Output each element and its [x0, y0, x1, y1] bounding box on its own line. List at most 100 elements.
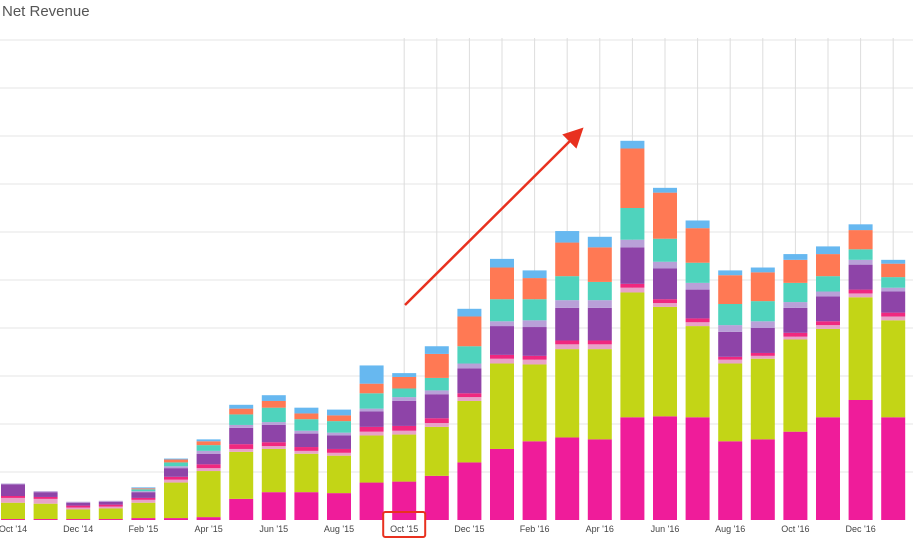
- bar-segment-purple: [555, 307, 580, 341]
- bar-segment-coral: [653, 192, 677, 239]
- bar-segment-yellow-green: [294, 453, 319, 493]
- x-tick-label: Jun '15: [259, 524, 288, 534]
- bar-segment-teal: [359, 393, 384, 409]
- bar-segment-yellow-green: [881, 320, 906, 418]
- bar-segment-red-pink: [490, 354, 514, 359]
- bar-segment-mauve: [392, 430, 417, 435]
- bar-segment-sky-blue: [490, 258, 514, 268]
- x-tick-label: Dec '15: [454, 524, 484, 534]
- bar-segment-purple: [881, 291, 906, 313]
- bar-segment-purple: [522, 327, 547, 356]
- bar-segment-mauve: [881, 316, 906, 321]
- bar-segment-light-purple: [66, 501, 91, 503]
- bar-segment-teal: [196, 445, 221, 451]
- bar-segment-pink: [685, 417, 710, 520]
- bar-segment-yellow-green: [750, 358, 775, 440]
- bar-segment-teal: [816, 276, 840, 292]
- bar-segment-coral: [490, 267, 514, 300]
- bar-segment-yellow-green: [783, 339, 808, 432]
- bar-segment-yellow-green: [587, 349, 612, 440]
- bar-segment-coral: [522, 278, 547, 300]
- bar-segment-purple: [131, 492, 156, 498]
- bar-segment-pink: [555, 437, 580, 520]
- bar-segment-teal: [229, 414, 254, 425]
- bar-segment-light-purple: [620, 239, 645, 248]
- bar-segment-sky-blue: [783, 254, 808, 260]
- bar-segment-yellow-green: [392, 434, 417, 482]
- bar-segment-red-pink: [33, 496, 58, 499]
- bar-segment-teal: [164, 462, 188, 467]
- bar-segment-teal: [881, 277, 906, 288]
- bar-segment-red-pink: [881, 312, 906, 317]
- bar-segment-teal: [750, 301, 775, 322]
- bar-segment-light-purple: [327, 432, 351, 436]
- bar-segment-teal: [457, 346, 482, 364]
- bar-segment-teal: [783, 282, 808, 303]
- bar-segment-red-pink: [196, 464, 221, 469]
- bar-segment-red-pink: [620, 283, 645, 288]
- bar-segment-mauve: [164, 479, 188, 483]
- bar-segment-pink: [816, 417, 840, 520]
- bar-segment-light-purple: [359, 408, 384, 412]
- bar-segment-light-purple: [718, 325, 743, 332]
- bar-segment-yellow-green: [620, 292, 645, 418]
- bar-segment-red-pink: [1, 496, 25, 498]
- bar-segment-red-pink: [66, 505, 91, 508]
- x-tick-label: Feb '16: [520, 524, 550, 534]
- bar-segment-coral: [685, 228, 710, 263]
- bar-segment-yellow-green: [816, 328, 840, 418]
- bar-segment-sky-blue: [327, 409, 351, 416]
- bar-segment-purple: [424, 394, 449, 419]
- bar-segment-pink: [620, 417, 645, 520]
- x-tick-label: Feb '15: [129, 524, 159, 534]
- bar-segment-sky-blue: [848, 224, 873, 231]
- bar-segment-purple: [750, 328, 775, 353]
- bar-segment-red-pink: [294, 447, 319, 451]
- bar-segment-yellow-green: [490, 363, 514, 449]
- bar-segment-coral: [718, 275, 743, 304]
- bar-segment-yellow-green: [522, 364, 547, 442]
- annotations: [382, 127, 584, 538]
- bar-segment-sky-blue: [229, 404, 254, 409]
- bar-segment-purple: [457, 368, 482, 394]
- x-axis-ticks: Oct '14 Dec '14 Feb '15 Apr '15 Jun '15 Aug '…: [0, 524, 876, 534]
- bar-segment-yellow-green: [359, 435, 384, 483]
- bar-segment-red-pink: [685, 318, 710, 323]
- bar-segment-yellow-green: [164, 482, 188, 519]
- bar-segment-red-pink: [457, 393, 482, 398]
- bar-segment-sky-blue: [294, 407, 319, 414]
- bar-segment-teal: [327, 421, 351, 433]
- bar-segment-pink: [587, 439, 612, 520]
- bar-segment-pink: [424, 475, 449, 520]
- bar-segment-purple: [327, 435, 351, 449]
- bar-segment-red-pink: [653, 299, 677, 304]
- bars: [1, 140, 906, 520]
- bar-segment-coral: [881, 263, 906, 278]
- bar-segment-coral: [131, 488, 156, 490]
- bar-segment-purple: [359, 411, 384, 427]
- bar-segment-mauve: [33, 498, 58, 504]
- bar-segment-mauve: [522, 359, 547, 365]
- bar-segment-pink: [66, 519, 91, 520]
- bar-segment-pink: [131, 518, 156, 520]
- bar-segment-mauve: [1, 497, 25, 503]
- bar-segment-purple: [1, 484, 25, 496]
- bar-segment-yellow-green: [457, 400, 482, 463]
- bar-segment-purple: [685, 289, 710, 319]
- trend-arrow: [404, 127, 584, 306]
- bar-segment-purple: [490, 326, 514, 355]
- bar-segment-light-purple: [131, 491, 156, 493]
- bar-segment-coral: [783, 259, 808, 283]
- bar-segment-red-pink: [587, 340, 612, 345]
- bar-segment-mauve: [490, 358, 514, 364]
- bar-segment-light-purple: [653, 261, 677, 269]
- x-tick-label: Aug '15: [324, 524, 354, 534]
- bar-segment-yellow-green: [327, 455, 351, 494]
- x-tick-label: Oct '16: [781, 524, 809, 534]
- bar-segment-purple: [620, 247, 645, 284]
- bar-segment-red-pink: [750, 352, 775, 356]
- bar-segment-sky-blue: [555, 231, 580, 243]
- bar-segment-yellow-green: [555, 349, 580, 438]
- bar-segment-teal: [653, 238, 677, 262]
